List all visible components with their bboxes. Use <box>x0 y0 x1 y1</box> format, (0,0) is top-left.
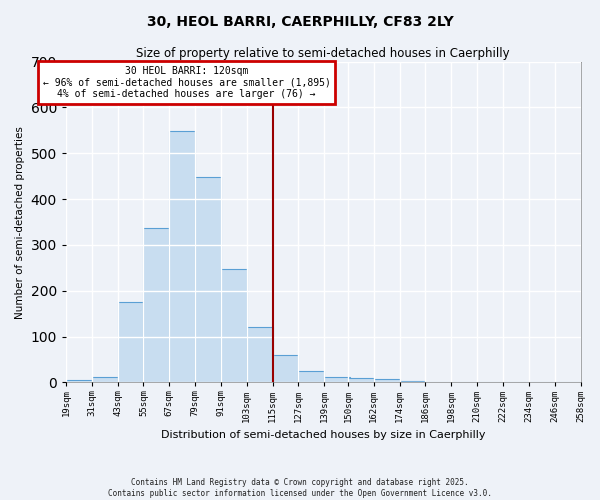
Bar <box>298 371 325 382</box>
Bar <box>118 302 143 382</box>
X-axis label: Distribution of semi-detached houses by size in Caerphilly: Distribution of semi-detached houses by … <box>161 430 485 440</box>
Text: 30, HEOL BARRI, CAERPHILLY, CF83 2LY: 30, HEOL BARRI, CAERPHILLY, CF83 2LY <box>146 15 454 29</box>
Bar <box>92 377 118 382</box>
Bar <box>143 228 169 382</box>
Bar <box>247 328 272 382</box>
Text: 30 HEOL BARRI: 120sqm
← 96% of semi-detached houses are smaller (1,895)
4% of se: 30 HEOL BARRI: 120sqm ← 96% of semi-deta… <box>43 66 331 100</box>
Bar <box>66 380 92 382</box>
Bar <box>221 269 247 382</box>
Title: Size of property relative to semi-detached houses in Caerphilly: Size of property relative to semi-detach… <box>136 48 510 60</box>
Bar <box>400 381 425 382</box>
Text: Contains HM Land Registry data © Crown copyright and database right 2025.
Contai: Contains HM Land Registry data © Crown c… <box>108 478 492 498</box>
Bar <box>374 379 400 382</box>
Bar <box>348 378 374 382</box>
Y-axis label: Number of semi-detached properties: Number of semi-detached properties <box>15 126 25 318</box>
Bar <box>272 355 298 382</box>
Bar <box>325 377 350 382</box>
Bar <box>169 132 195 382</box>
Bar <box>195 177 221 382</box>
